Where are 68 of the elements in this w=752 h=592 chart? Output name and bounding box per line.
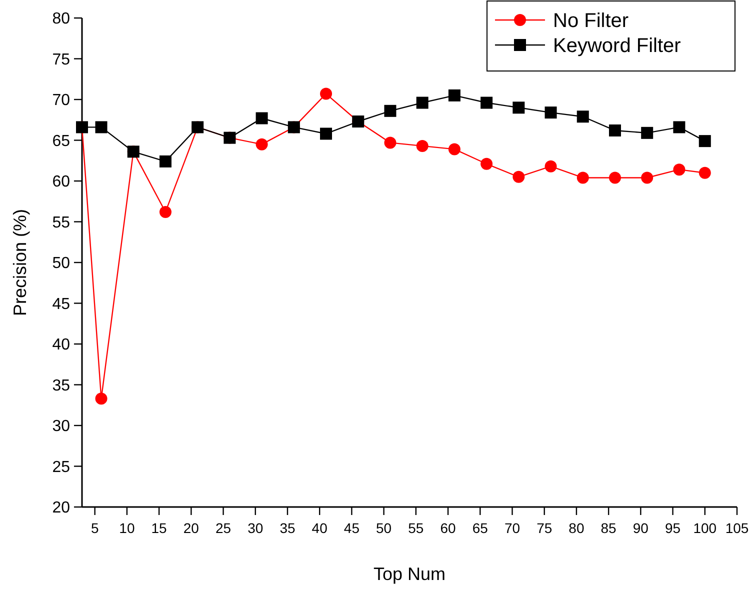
x-tick-label: 35 (280, 520, 296, 536)
point (698, 135, 711, 148)
y-tick-label: 45 (52, 296, 70, 313)
point (480, 96, 493, 109)
x-tick-label: 70 (504, 520, 520, 536)
x-tick-label: 95 (664, 520, 681, 536)
point (256, 138, 268, 150)
x-tick-label: 40 (312, 520, 328, 536)
x-tick-label: 80 (568, 520, 584, 536)
point (320, 88, 332, 100)
x-tick-label: 20 (183, 520, 200, 536)
y-tick-label: 65 (52, 132, 70, 150)
point (608, 124, 621, 136)
y-tick-label: 40 (52, 336, 70, 354)
point (673, 164, 686, 176)
x-tick-label: 5 (90, 520, 99, 536)
point (448, 143, 460, 156)
point (641, 126, 654, 139)
y-tick-label: 60 (52, 174, 70, 191)
point (512, 102, 525, 114)
point (512, 170, 525, 183)
point (698, 166, 711, 179)
x-tick-label: 25 (215, 520, 232, 536)
legend-label: No Filter (553, 10, 629, 32)
point (641, 172, 654, 184)
x-tick-label: 85 (600, 520, 617, 536)
y-tick-label: 35 (52, 377, 70, 394)
point (608, 172, 621, 184)
x-tick-label: 60 (440, 520, 456, 536)
x-tick-label: 65 (472, 520, 488, 536)
y-tick-label: 20 (52, 500, 70, 517)
point (384, 136, 396, 149)
point (159, 155, 172, 168)
x-tick-label: 45 (344, 520, 360, 536)
point (576, 110, 589, 123)
x-tick-label: 105 (725, 520, 749, 536)
point (480, 158, 493, 170)
x-tick-label: 50 (376, 520, 392, 536)
point (95, 121, 108, 134)
y-tick-label: 50 (52, 255, 70, 272)
x-axis-title: Top Num (373, 564, 446, 584)
x-tick-label: 100 (693, 520, 717, 536)
point (95, 392, 108, 405)
x-tick-label: 75 (536, 520, 552, 536)
point (256, 112, 268, 124)
x-tick-label: 10 (119, 520, 135, 536)
y-tick-label: 55 (52, 214, 70, 232)
legend-label: Keyword Filter (553, 35, 682, 57)
x-tick-label: 30 (248, 520, 264, 536)
x-tick-label: 15 (151, 520, 168, 536)
point (448, 89, 460, 102)
y-tick-label: 80 (52, 10, 70, 28)
y-tick-label: 70 (52, 92, 70, 110)
point (384, 104, 396, 117)
x-tick-label: 55 (408, 520, 424, 536)
x-tick-label: 90 (632, 520, 649, 536)
point (544, 160, 557, 172)
y-tick-label: 25 (52, 458, 70, 476)
point (576, 172, 589, 184)
point (416, 96, 428, 109)
y-tick-label: 30 (52, 418, 70, 436)
y-axis-title: Precision (%) (10, 208, 30, 316)
y-tick-label: 75 (52, 51, 70, 68)
point (416, 140, 428, 152)
point (320, 128, 332, 140)
point (544, 106, 557, 119)
point (159, 206, 172, 218)
point (673, 121, 686, 134)
